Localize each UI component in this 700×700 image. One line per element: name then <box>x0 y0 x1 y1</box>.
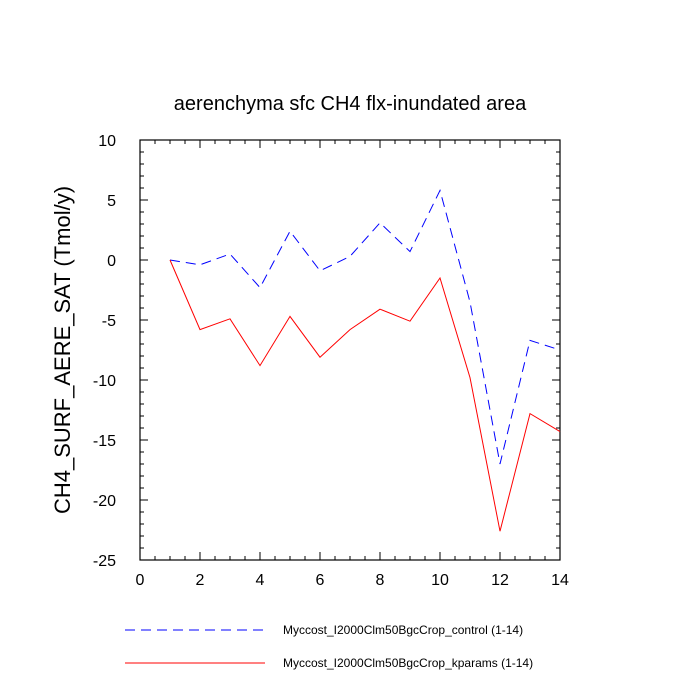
chart-title: aerenchyma sfc CH4 flx-inundated area <box>174 93 527 115</box>
y-tick-label: -20 <box>93 493 116 510</box>
y-tick-label: 0 <box>107 253 116 270</box>
x-tick-label: 8 <box>376 572 385 589</box>
y-axis-label: CH4_SURF_AERE_SAT (Tmol/y) <box>50 186 75 514</box>
x-tick-label: 0 <box>136 572 145 589</box>
axis-ticks: 0 2 4 6 8 10 12 14 -25 -20 -15 -10 -5 0 5 10 <box>93 133 569 589</box>
x-tick-label: 2 <box>196 572 205 589</box>
legend-label-1: Myccost_I2000Clm50BgcCrop_control (1-14) <box>283 623 523 637</box>
x-tick-label: 12 <box>491 572 509 589</box>
y-tick-label: 10 <box>98 133 116 150</box>
y-tick-label: 5 <box>107 193 116 210</box>
y-tick-label: -15 <box>93 433 116 450</box>
x-tick-label: 14 <box>551 572 569 589</box>
series-line-1 <box>169 188 561 465</box>
legend-label-2: Myccost_I2000Clm50BgcCrop_kparams (1-14) <box>283 656 533 670</box>
legend: Myccost_I2000Clm50BgcCrop_control (1-14)… <box>125 623 533 670</box>
x-tick-label: 6 <box>316 572 325 589</box>
series-layer <box>169 188 561 532</box>
plot-frame <box>139 139 561 561</box>
y-tick-label: -5 <box>102 313 116 330</box>
y-tick-label: -10 <box>93 373 116 390</box>
y-tick-label: -25 <box>93 553 116 570</box>
x-tick-label: 4 <box>256 572 265 589</box>
series-line-2 <box>169 259 561 532</box>
x-tick-label: 10 <box>431 572 449 589</box>
